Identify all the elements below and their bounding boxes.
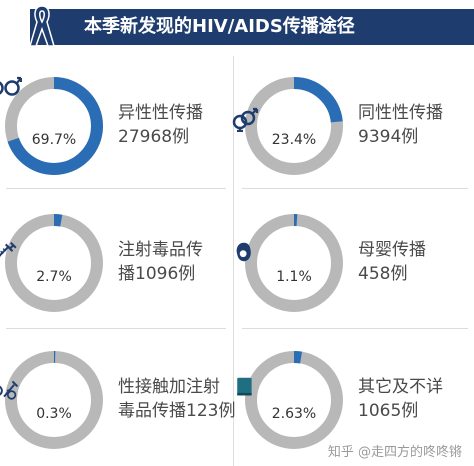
route-label: 同性性传播 9394例 [358,101,443,149]
route-count: 播1096例 [118,264,196,284]
route-name: 同性性传播 [358,103,443,123]
book-icon [237,377,252,396]
donut-arc [245,214,343,312]
divider-row-2-right [242,328,468,329]
route-item-heterosexual: 69.7% 异性性传播 27968例 [0,76,234,200]
donut-track [5,214,103,312]
donut-arc [245,351,343,449]
donut-arc [245,77,343,175]
route-label: 其它及不详 1065例 [358,375,443,423]
route-item-other-unknown: 2.63% 其它及不详 1065例 [237,350,474,466]
route-grid: 69.7% 异性性传播 27968例 23.4% 同性性传播 9394例 [0,56,474,466]
route-name: 性接触加注射 [118,377,220,397]
donut-chart: 23.4% [232,76,344,176]
donut-chart: 0.3% [0,350,104,450]
heterosexual-icon [0,76,22,96]
homosexual-icon [232,107,259,132]
route-label: 注射毒品传 播1096例 [118,238,203,286]
route-name: 其它及不详 [358,377,443,397]
route-label: 母婴传播 458例 [358,238,426,286]
percent-label: 2.63% [271,406,317,422]
route-count: 1065例 [358,401,419,421]
donut-track [245,214,343,312]
header: 本季新发现的HIV/AIDS传播途径 [0,0,474,50]
divider-row-1 [6,188,226,189]
route-count: 27968例 [118,127,190,147]
percent-label: 2.7% [36,269,72,285]
divider-row-1-right [242,188,468,189]
route-count: 9394例 [358,127,419,147]
divider-row-2 [6,328,226,329]
route-count: 458例 [358,264,408,284]
page-title: 本季新发现的HIV/AIDS传播途径 [84,16,355,37]
percent-label: 23.4% [271,132,317,148]
percent-label: 69.7% [31,132,77,148]
mother-child-icon [236,242,251,262]
donut-chart: 2.7% [0,213,104,313]
donut-chart: 2.63% [237,350,344,450]
donut-arc [5,77,103,175]
divider-vertical [233,56,234,466]
route-item-homosexual: 23.4% 同性性传播 9394例 [232,76,474,200]
awareness-ribbon-icon [29,5,55,47]
route-label: 性接触加注射 毒品传播123例 [118,375,235,423]
sex-and-syringe-icon [0,380,19,400]
route-name: 注射毒品传 [118,240,203,260]
donut-arc [5,214,103,312]
route-name: 母婴传播 [358,240,426,260]
donut-chart: 69.7% [0,76,104,176]
route-item-sex-and-injection: 0.3% 性接触加注射 毒品传播123例 [0,350,235,466]
header-bar [30,9,474,45]
percent-label: 1.1% [276,269,312,285]
donut-track [5,351,103,449]
donut-arc [5,351,103,449]
route-count: 毒品传播123例 [118,401,236,421]
route-label: 异性性传播 27968例 [118,101,203,149]
watermark: 知乎 @走四方的咚咚锵 [327,445,462,460]
route-name: 异性性传播 [118,103,203,123]
percent-label: 0.3% [36,406,72,422]
donut-chart: 1.1% [236,213,344,313]
route-item-mother-child: 1.1% 母婴传播 458例 [236,213,474,337]
donut-track [245,351,343,449]
route-item-injection: 2.7% 注射毒品传 播1096例 [0,213,234,337]
syringe-icon [0,241,17,257]
